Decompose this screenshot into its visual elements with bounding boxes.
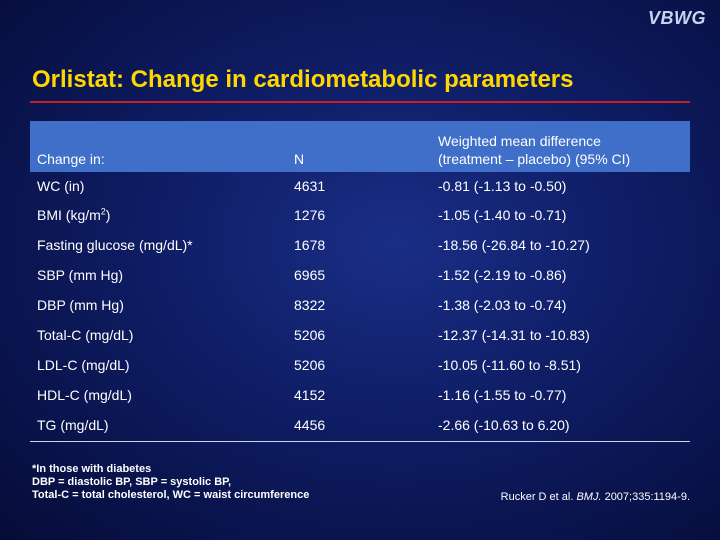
row-param: Fasting glucose (mg/dL)* [37,237,193,253]
footnote-bp-abbrev: DBP = diastolic BP, SBP = systolic BP, [32,476,232,488]
row-n: 8322 [294,297,326,313]
footnote-diabetes: *In those with diabetes [32,463,152,475]
citation-details: 2007;335:1194-9. [601,491,690,503]
table-row: DBP (mm Hg) 8322 -1.38 (-2.03 to -0.74) [30,290,690,320]
header-weighted-mean-difference: Weighted mean difference (treatment – pl… [431,121,690,172]
header-wmd-line1: Weighted mean difference [438,133,601,149]
table-row: BMI (kg/m2) 1276 -1.05 (-1.40 to -0.71) [30,200,690,230]
header-wmd-line2: (treatment – placebo) (95% CI) [438,151,631,167]
results-table: Change in: N Weighted mean difference (t… [30,121,690,440]
table-row: Fasting glucose (mg/dL)* 1678 -18.56 (-2… [30,230,690,260]
results-table-container: Change in: N Weighted mean difference (t… [30,121,690,442]
row-diff: -1.38 (-2.03 to -0.74) [438,297,567,313]
row-param: SBP (mm Hg) [37,267,124,283]
table-row: LDL-C (mg/dL) 5206 -10.05 (-11.60 to -8.… [30,350,690,380]
footnote-chol-wc-abbrev: Total-C = total cholesterol, WC = waist … [32,489,310,501]
row-param: BMI (kg/m2) [37,206,111,223]
citation-authors: Rucker D et al. [500,491,577,503]
row-diff: -18.56 (-26.84 to -10.27) [438,237,590,253]
table-row: HDL-C (mg/dL) 4152 -1.16 (-1.55 to -0.77… [30,380,690,410]
slide-title: Orlistat: Change in cardiometabolic para… [32,66,574,93]
row-diff: -2.66 (-10.63 to 6.20) [438,417,570,433]
table-row: TG (mg/dL) 4456 -2.66 (-10.63 to 6.20) [30,410,690,440]
header-change-in: Change in: [37,151,105,167]
table-bottom-rule [30,441,690,442]
table-row: SBP (mm Hg) 6965 -1.52 (-2.19 to -0.86) [30,260,690,290]
row-param: Total-C (mg/dL) [37,327,134,343]
table-row: WC (in) 4631 -0.81 (-1.13 to -0.50) [30,172,690,200]
row-n: 5206 [294,357,326,373]
title-underline [30,101,690,103]
row-diff: -12.37 (-14.31 to -10.83) [438,327,590,343]
row-n: 5206 [294,327,326,343]
row-param: DBP (mm Hg) [37,297,124,313]
row-n: 4456 [294,417,326,433]
row-n: 1678 [294,237,326,253]
row-n: 6965 [294,267,326,283]
row-param: HDL-C (mg/dL) [37,387,132,403]
row-param: TG (mg/dL) [37,417,109,433]
citation: Rucker D et al. BMJ. 2007;335:1194-9. [501,491,690,503]
row-n: 4152 [294,387,326,403]
citation-journal: BMJ. [576,491,602,503]
table-row: Total-C (mg/dL) 5206 -12.37 (-14.31 to -… [30,320,690,350]
row-diff: -1.16 (-1.55 to -0.77) [438,387,567,403]
row-diff: -10.05 (-11.60 to -8.51) [438,357,581,373]
row-n: 1276 [294,207,326,223]
table-header-row: Change in: N Weighted mean difference (t… [30,121,690,172]
row-param: LDL-C (mg/dL) [37,357,130,373]
row-n: 4631 [294,178,326,194]
row-param: WC (in) [37,178,85,194]
row-diff: -1.05 (-1.40 to -0.71) [438,207,567,223]
footnotes: *In those with diabetes DBP = diastolic … [32,463,309,502]
header-n: N [294,151,305,167]
row-diff: -1.52 (-2.19 to -0.86) [438,267,567,283]
row-diff: -0.81 (-1.13 to -0.50) [438,178,567,194]
vbwg-logo: VBWG [648,8,706,28]
